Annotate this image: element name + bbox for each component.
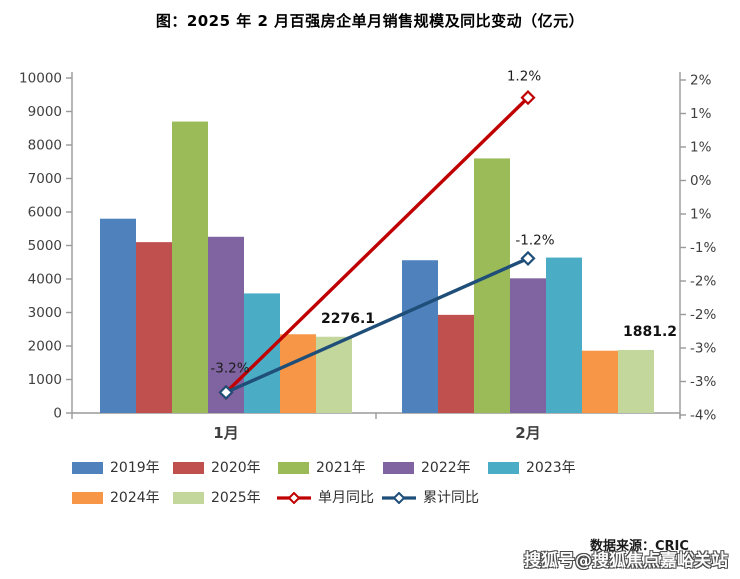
bar-2023年-1月 — [244, 293, 280, 413]
line-累计同比 — [225, 256, 529, 394]
line-point-label: -1.2% — [515, 232, 554, 248]
left-axis-tick-label: 1000 — [28, 372, 62, 388]
bar-value-label: 1881.2 — [623, 324, 677, 340]
line-marker-单月同比-2月 — [520, 90, 536, 106]
watermark-text: 搜狐号@搜狐焦点嘉峪关站 — [524, 551, 728, 571]
bar-2022年-2月 — [510, 278, 546, 413]
right-axis-tick-label: 1% — [690, 140, 712, 156]
right-axis-tick-label: 0% — [690, 173, 712, 189]
right-axis-tick-label: 2% — [690, 73, 712, 89]
bar-2024年-1月 — [280, 334, 316, 413]
bar-2019年-1月 — [100, 218, 136, 413]
line-marker-累计同比-2月 — [520, 250, 536, 266]
line-point-label: 1.2% — [507, 69, 541, 85]
right-axis-tick-label: -2% — [690, 307, 716, 323]
x-axis-category-label: 2月 — [515, 424, 540, 442]
left-axis-tick-label: 5000 — [28, 238, 62, 254]
bar-2022年-1月 — [208, 236, 244, 413]
right-axis-tick-label: -1% — [690, 240, 716, 256]
bar-2023年-2月 — [546, 257, 582, 413]
bar-2020年-1月 — [136, 242, 172, 413]
right-axis-tick-label: 1% — [690, 207, 712, 223]
data-source-label: 数据来源：CRIC — [590, 539, 689, 554]
left-axis-tick-label: 4000 — [28, 272, 62, 288]
x-axis-category-label: 1月 — [213, 424, 238, 442]
left-axis-tick-label: 3000 — [28, 305, 62, 321]
bar-2021年-1月 — [172, 121, 208, 414]
chart-title: 图：2025 年 2 月百强房企单月销售规模及同比变动（亿元） — [155, 12, 585, 30]
bar-value-label: 2276.1 — [321, 311, 375, 327]
left-axis-tick-label: 2000 — [28, 339, 62, 355]
right-axis-tick-label: -3% — [690, 341, 716, 357]
right-axis-tick-label: 1% — [690, 106, 712, 122]
bar-2024年-2月 — [582, 350, 618, 413]
left-axis-tick-label: 0 — [53, 406, 62, 422]
left-axis-tick-label: 10000 — [19, 71, 62, 87]
left-axis-tick-label: 7000 — [28, 171, 62, 187]
bar-2021年-2月 — [474, 158, 510, 413]
bar-2020年-2月 — [438, 314, 474, 413]
right-axis-tick-label: -3% — [690, 374, 716, 390]
right-axis-tick-label: -2% — [690, 274, 716, 290]
right-axis-tick-label: -4% — [690, 408, 716, 424]
left-axis-tick-label: 8000 — [28, 138, 62, 154]
line-marker-累计同比-1月 — [218, 384, 234, 400]
bar-2019年-2月 — [402, 260, 438, 413]
left-axis-tick-label: 6000 — [28, 205, 62, 221]
line-point-label: -3.2% — [210, 360, 249, 376]
line-单月同比 — [224, 96, 530, 394]
bar-2025年-2月 — [618, 349, 654, 413]
left-axis-tick-label: 9000 — [28, 104, 62, 120]
bar-2025年-1月 — [316, 336, 352, 413]
